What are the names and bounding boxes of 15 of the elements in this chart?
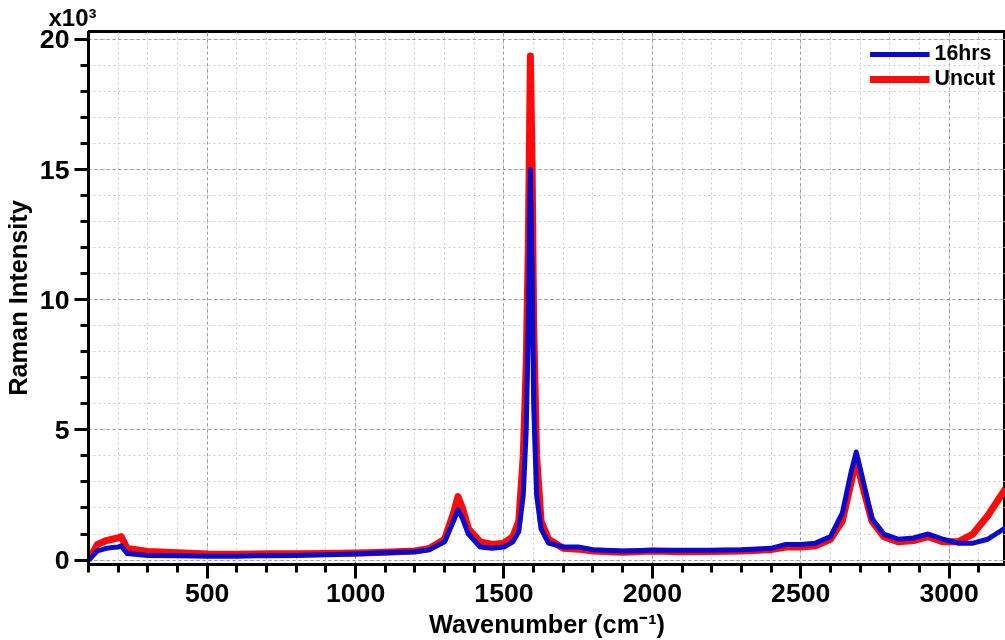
legend-label: Uncut	[934, 66, 995, 91]
y-tick-label: 10	[39, 284, 70, 315]
x-tick-label: 1000	[325, 577, 386, 608]
x-tick-label: 500	[184, 577, 230, 608]
y-tick-label: 15	[39, 154, 70, 185]
y-tick-label: 0	[54, 545, 70, 576]
x-tick-label: 2000	[622, 577, 683, 608]
y-tick-label: 5	[54, 414, 70, 445]
x-tick-label: 3000	[919, 577, 979, 608]
text: x10³	[48, 3, 97, 31]
y-axis-title: Raman Intensity	[3, 200, 32, 396]
x-axis-title: Wavenumber (cm⁻¹)	[428, 609, 666, 638]
x-tick-label: 2500	[771, 577, 831, 608]
legend-label: 16hrs	[934, 41, 992, 66]
x-tick-label: 1500	[474, 577, 534, 608]
